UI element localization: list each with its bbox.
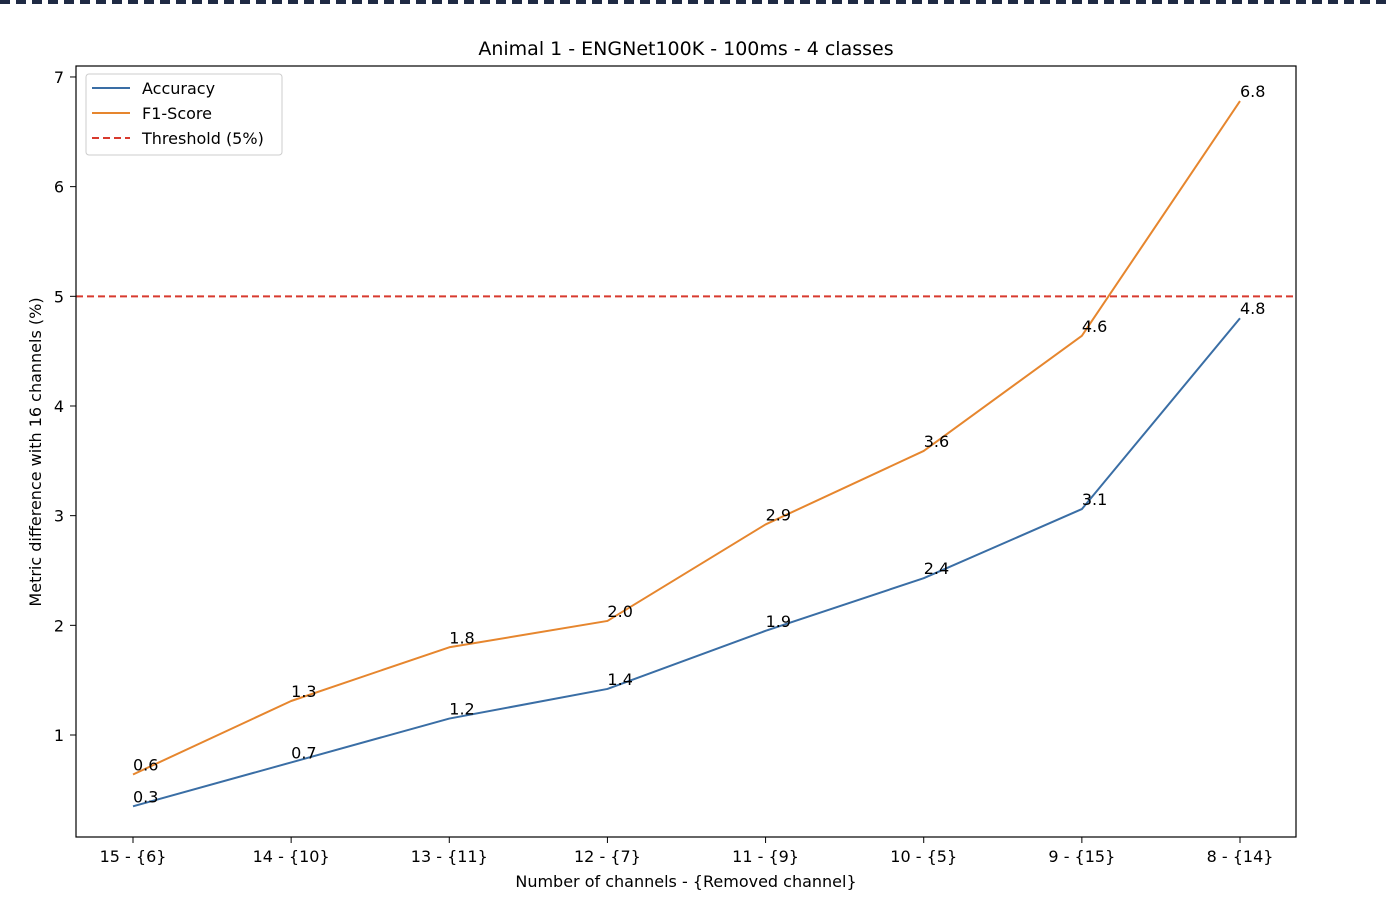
legend: Accuracy F1-Score Threshold (5%) bbox=[85, 73, 283, 156]
y-tick-label: 4 bbox=[54, 397, 64, 416]
plot-area: 0.3 0.7 1.2 1.4 1.9 2.4 3.1 4.8 0.6 1.3 1.8 2.0 2.9 3… bbox=[75, 65, 1297, 838]
data-label-accuracy: 3.1 bbox=[1082, 490, 1107, 509]
legend-label-threshold: Threshold (5%) bbox=[141, 129, 264, 148]
data-label-f1-score: 3.6 bbox=[924, 432, 949, 451]
data-label-f1-score: 1.3 bbox=[291, 682, 316, 701]
x-tick-label: 13 - {11} bbox=[411, 847, 488, 866]
series-line-f1-score bbox=[132, 100, 1241, 776]
y-tick-label: 2 bbox=[54, 616, 64, 635]
data-label-f1-score: 6.8 bbox=[1240, 82, 1265, 101]
top-dashed-border bbox=[0, 0, 1392, 4]
data-label-accuracy: 1.2 bbox=[449, 700, 474, 719]
data-label-accuracy: 1.9 bbox=[766, 612, 791, 631]
data-label-accuracy: 0.3 bbox=[133, 787, 158, 806]
data-label-accuracy: 0.7 bbox=[291, 743, 316, 762]
data-label-f1-score: 2.9 bbox=[766, 505, 791, 524]
data-label-accuracy: 4.8 bbox=[1240, 299, 1265, 318]
legend-label-accuracy: Accuracy bbox=[142, 79, 215, 98]
data-label-accuracy: 1.4 bbox=[607, 670, 632, 689]
y-tick-label: 5 bbox=[54, 287, 64, 306]
series-line-accuracy bbox=[132, 317, 1241, 808]
data-label-f1-score: 1.8 bbox=[449, 628, 474, 647]
x-axis-ticks: 15 - {6} 14 - {10} 13 - {11} 12 - {7} 11 - {… bbox=[100, 837, 1274, 866]
x-tick-label: 11 - {9} bbox=[732, 847, 799, 866]
legend-label-f1-score: F1-Score bbox=[142, 104, 212, 123]
y-tick-label: 6 bbox=[54, 178, 64, 197]
data-label-f1-score: 4.6 bbox=[1082, 317, 1107, 336]
x-tick-label: 10 - {5} bbox=[890, 847, 957, 866]
plot-frame bbox=[75, 65, 1297, 838]
x-tick-label: 8 - {14} bbox=[1207, 847, 1274, 866]
y-axis-label: Metric difference with 16 channels (%) bbox=[26, 297, 45, 606]
legend-frame bbox=[85, 73, 283, 156]
x-axis-label: Number of channels - {Removed channel} bbox=[515, 872, 856, 891]
x-tick-label: 12 - {7} bbox=[574, 847, 641, 866]
x-tick-label: 15 - {6} bbox=[100, 847, 167, 866]
data-label-f1-score: 0.6 bbox=[133, 755, 158, 774]
y-tick-label: 1 bbox=[54, 726, 64, 745]
y-tick-label: 7 bbox=[54, 68, 64, 87]
x-tick-label: 14 - {10} bbox=[253, 847, 330, 866]
chart-title: Animal 1 - ENGNet100K - 100ms - 4 classe… bbox=[478, 38, 893, 60]
data-label-accuracy: 2.4 bbox=[924, 559, 949, 578]
x-tick-label: 9 - {15} bbox=[1048, 847, 1115, 866]
data-label-f1-score: 2.0 bbox=[607, 602, 632, 621]
y-tick-label: 3 bbox=[54, 507, 64, 526]
y-axis-ticks: 1 2 3 4 5 6 7 bbox=[54, 68, 76, 745]
